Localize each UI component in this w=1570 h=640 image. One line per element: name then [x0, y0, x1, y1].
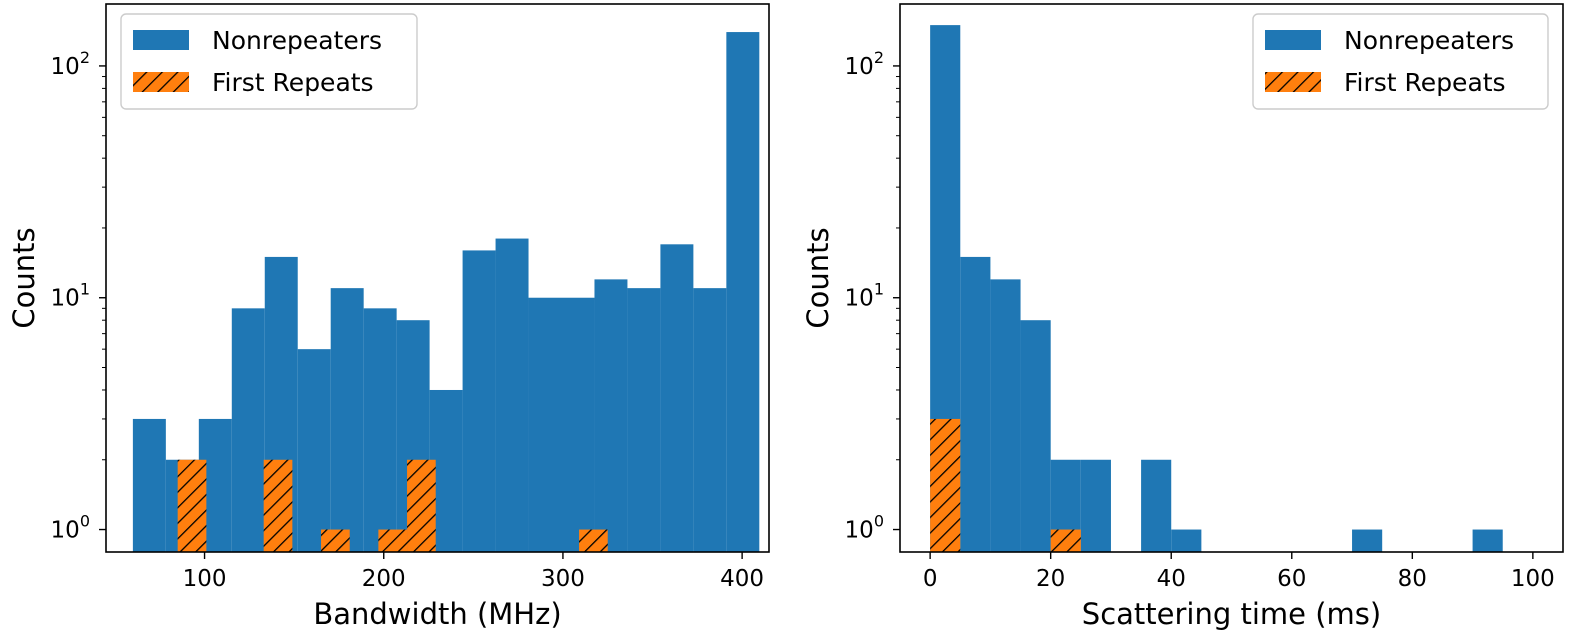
x-tick-label: 300 [541, 566, 585, 592]
y-tick-label-exponent: 1 [874, 280, 884, 299]
first-repeats-bar [263, 459, 293, 552]
y-tick-label-base: 10 [845, 286, 874, 312]
legend-label-first-repeats: First Repeats [212, 68, 374, 97]
nonrepeaters-bar [1141, 459, 1172, 552]
first-repeats-bar [407, 459, 436, 552]
y-tick-label-exponent: 0 [80, 512, 90, 531]
y-tick-label-base: 10 [51, 54, 80, 80]
nonrepeaters-bar [462, 250, 496, 553]
y-tick-label-base: 10 [51, 518, 80, 544]
x-tick-label: 200 [362, 566, 406, 592]
nonrepeaters-bar [561, 297, 595, 552]
nonrepeaters-bar [693, 288, 727, 552]
x-tick-label: 20 [1036, 566, 1065, 592]
y-tick-label: 102 [51, 48, 90, 80]
legend-swatch-nonrepeaters [1265, 30, 1321, 50]
nonrepeaters-bar [1352, 529, 1383, 552]
x-tick-label: 100 [183, 566, 227, 592]
y-tick-label: 100 [51, 512, 90, 544]
legend-box [1252, 13, 1549, 110]
nonrepeaters-bar [660, 244, 694, 552]
nonrepeaters-bar [528, 297, 562, 552]
legend-label-nonrepeaters: Nonrepeaters [212, 26, 382, 55]
y-tick-label: 101 [845, 280, 884, 312]
y-tick-label-exponent: 1 [80, 280, 90, 299]
first-repeats-bar [321, 529, 350, 552]
y-tick-label-exponent: 0 [874, 512, 884, 531]
first-repeats-bar [378, 529, 408, 552]
legend-box [120, 13, 418, 110]
nonrepeaters-bar [1171, 529, 1202, 552]
legend-label-nonrepeaters: Nonrepeaters [1344, 26, 1514, 55]
legend-swatch-first-repeats [1265, 72, 1321, 92]
nonrepeaters-bar [330, 288, 364, 552]
nonrepeaters-bar [363, 308, 397, 552]
y-axis-label: Counts [801, 227, 835, 328]
y-tick-label: 100 [845, 512, 884, 544]
legend: Nonrepeaters First Repeats [120, 13, 418, 110]
nonrepeaters-bar [726, 32, 760, 553]
y-tick-label: 102 [845, 48, 884, 80]
x-axis-label: Scattering time (ms) [1082, 597, 1381, 631]
x-axis-label: Bandwidth (MHz) [313, 597, 561, 631]
first-repeats-bar [1050, 529, 1081, 552]
x-tick-label: 60 [1277, 566, 1306, 592]
nonrepeaters-bar [495, 238, 529, 552]
first-repeats-bar [930, 418, 961, 552]
y-tick-label-base: 10 [845, 54, 874, 80]
nonrepeaters-bar [1080, 459, 1111, 552]
nonrepeaters-bar [1472, 529, 1503, 552]
legend-swatch-nonrepeaters [133, 30, 189, 50]
y-tick-label-exponent: 2 [874, 48, 884, 67]
legend: Nonrepeaters First Repeats [1252, 13, 1549, 110]
x-tick-label: 0 [923, 566, 938, 592]
axes-frame [105, 3, 770, 553]
nonrepeaters-bar [960, 256, 991, 552]
nonrepeaters-bar [1020, 320, 1051, 552]
nonrepeaters-bar [297, 349, 331, 552]
first-repeats-bar [177, 459, 207, 552]
x-tick-label: 100 [1511, 566, 1555, 592]
y-tick-label: 101 [51, 280, 90, 312]
nonrepeaters-bar [594, 279, 628, 552]
y-tick-label-exponent: 2 [80, 48, 90, 67]
x-tick-label: 80 [1398, 566, 1427, 592]
nonrepeaters-bar [627, 288, 661, 552]
y-tick-label-base: 10 [845, 518, 874, 544]
legend-label-first-repeats: First Repeats [1344, 68, 1506, 97]
first-repeats-bar [579, 529, 608, 552]
y-axis-label: Counts [7, 227, 41, 328]
nonrepeaters-bar [132, 418, 166, 552]
x-tick-label: 400 [720, 566, 764, 592]
nonrepeaters-bar [231, 308, 265, 552]
nonrepeaters-bar [990, 279, 1021, 552]
x-tick-label: 40 [1157, 566, 1186, 592]
legend-swatch-first-repeats [133, 72, 189, 92]
y-tick-label-base: 10 [51, 286, 80, 312]
axes-frame [899, 3, 1564, 553]
